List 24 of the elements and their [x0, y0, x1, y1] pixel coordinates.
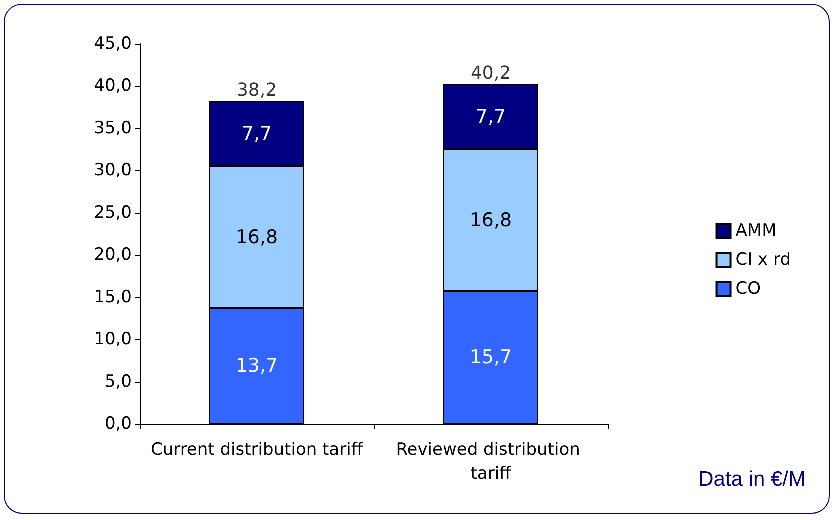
y-tick-label: 25,0 — [94, 202, 132, 223]
data-label: 7,7 — [476, 106, 506, 128]
x-tick-label: Current distribution tariff — [150, 440, 364, 460]
x-tick-label: Reviewed distribution tariff — [396, 440, 586, 484]
total-label: 40,2 — [470, 63, 512, 84]
y-tick-label: 15,0 — [94, 287, 132, 308]
text: Data in €/M — [698, 468, 806, 492]
legend-label: AMM — [736, 221, 777, 241]
legend-label: CO — [736, 279, 762, 299]
y-tick-label: 35,0 — [94, 118, 132, 138]
legend-label: CI x rd — [736, 250, 791, 270]
y-tick-label: 0,0 — [104, 414, 132, 434]
data-label: 7,7 — [242, 122, 272, 145]
data-label: 16,8 — [236, 226, 278, 248]
y-tick-label: 30,0 — [94, 160, 132, 181]
y-tick-label: 45,0 — [94, 34, 132, 54]
data-label: 13,7 — [236, 355, 278, 378]
total-label: 38,2 — [236, 80, 278, 101]
y-tick-label: 40,0 — [94, 76, 132, 96]
y-tick-label: 20,0 — [94, 245, 132, 266]
y-tick-label: 5,0 — [104, 372, 132, 392]
y-tick-label: 10,0 — [94, 330, 132, 350]
data-label: 16,8 — [470, 209, 512, 232]
data-label: 15,7 — [470, 346, 512, 369]
